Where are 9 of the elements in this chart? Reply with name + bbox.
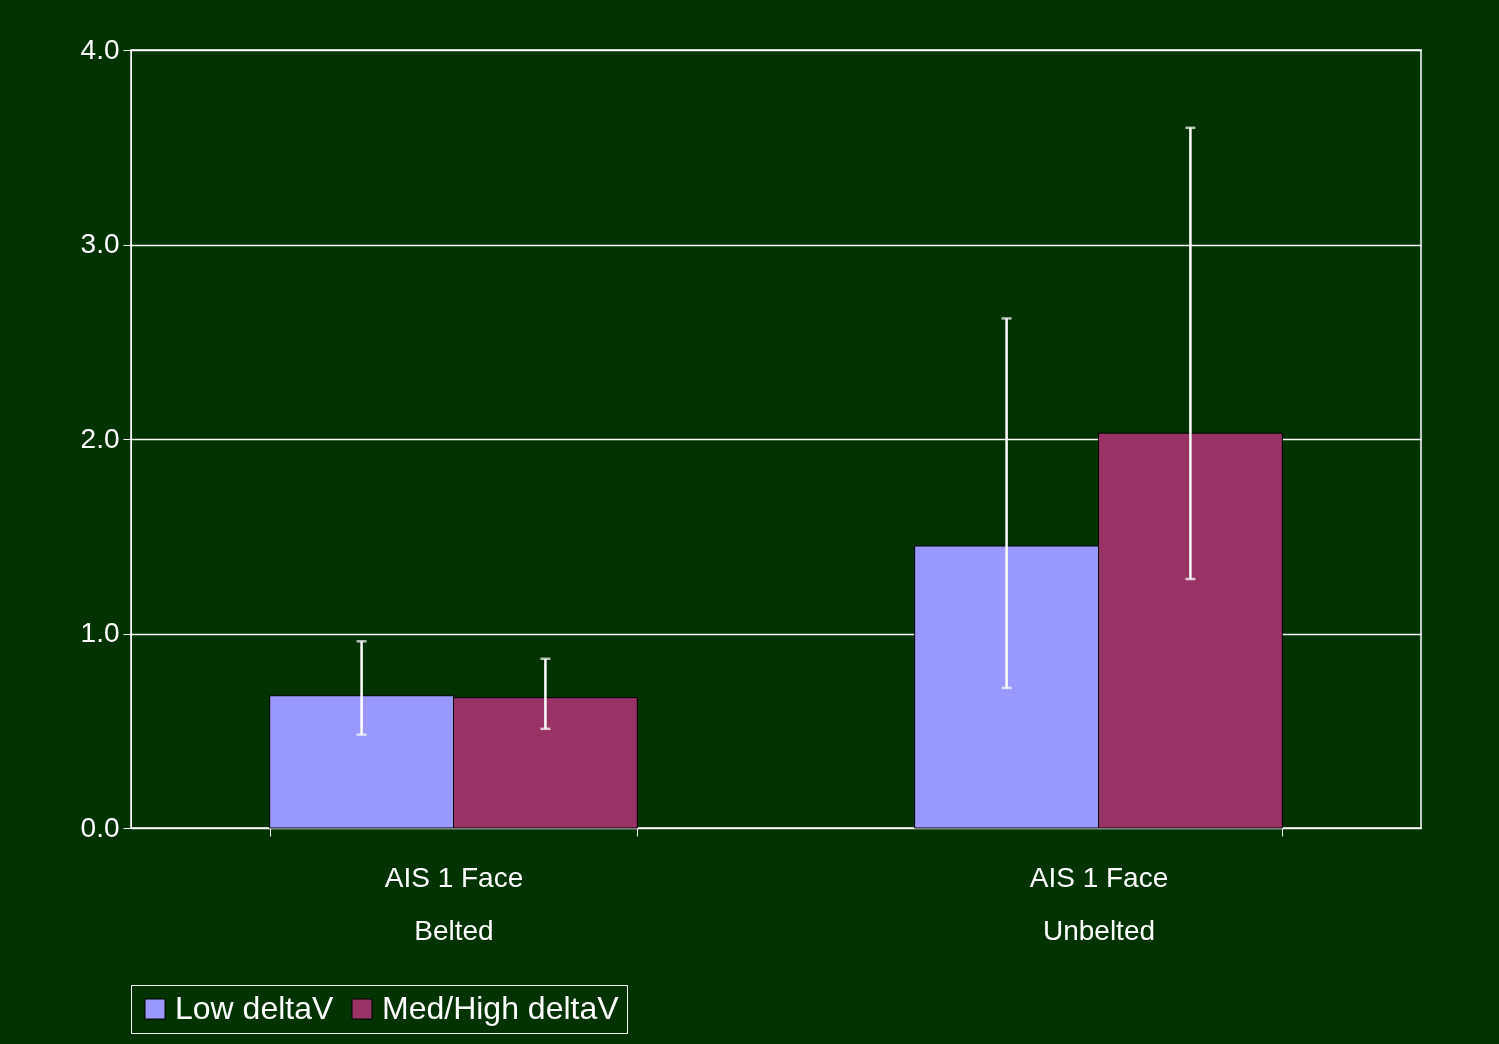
legend-label: Med/High deltaV: [382, 990, 620, 1026]
legend-label: Low deltaV: [175, 990, 334, 1026]
y-tick-label: 4.0: [80, 33, 120, 65]
y-tick-label: 3.0: [80, 228, 120, 259]
y-tick-label: 2.0: [80, 422, 120, 454]
x-tick-label: AIS 1 Face Unbelted: [1029, 861, 1169, 946]
y-tick-label: 1.0: [80, 617, 120, 648]
y-tick-label: 0.0: [80, 811, 120, 843]
x-tick-label: AIS 1 Face Belted: [384, 861, 524, 946]
